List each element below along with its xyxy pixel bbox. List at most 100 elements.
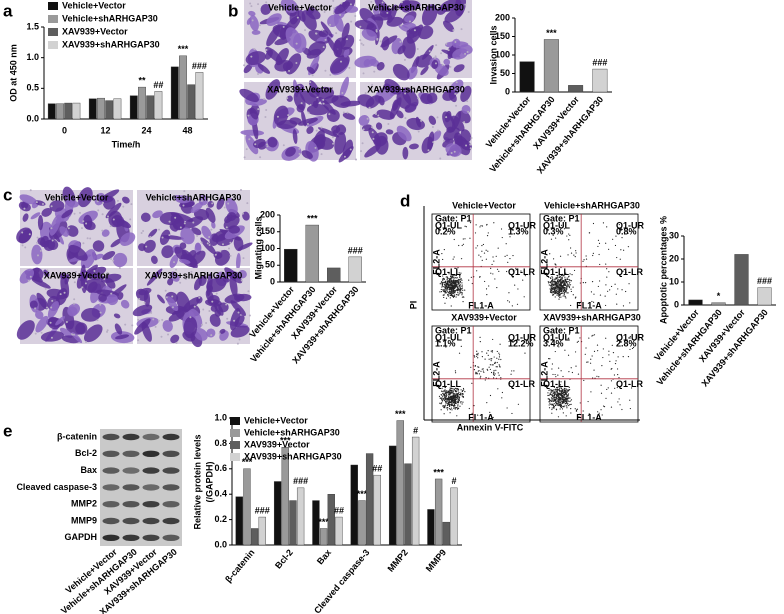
event bbox=[561, 283, 562, 284]
x-tick-label: β-catenin bbox=[223, 547, 256, 584]
event bbox=[463, 238, 464, 239]
event bbox=[444, 286, 445, 287]
event bbox=[549, 404, 550, 405]
pore bbox=[454, 151, 456, 153]
pore bbox=[363, 72, 365, 74]
quadrant: Q1-LR bbox=[616, 379, 644, 389]
event bbox=[454, 405, 455, 406]
event bbox=[452, 404, 453, 405]
pore bbox=[210, 229, 212, 231]
bar bbox=[251, 528, 258, 545]
event bbox=[458, 408, 459, 409]
event bbox=[484, 359, 485, 360]
event bbox=[517, 288, 518, 289]
pore bbox=[219, 250, 221, 252]
y-tick-label: 0 bbox=[505, 86, 510, 96]
event bbox=[559, 280, 560, 281]
y-tick-label: 1.0 bbox=[26, 52, 39, 62]
pore bbox=[194, 306, 196, 308]
event bbox=[554, 283, 555, 284]
event bbox=[453, 395, 454, 396]
event bbox=[570, 412, 571, 413]
event bbox=[571, 253, 572, 254]
event bbox=[611, 368, 612, 369]
event bbox=[597, 350, 598, 351]
event bbox=[476, 351, 477, 352]
event bbox=[555, 376, 556, 377]
event bbox=[568, 371, 569, 372]
event bbox=[462, 403, 463, 404]
event bbox=[468, 280, 469, 281]
event bbox=[488, 355, 489, 356]
event bbox=[600, 294, 601, 295]
event bbox=[616, 257, 617, 258]
event bbox=[559, 285, 560, 286]
pore bbox=[46, 307, 48, 309]
event bbox=[480, 377, 481, 378]
pore bbox=[400, 24, 402, 26]
pore bbox=[87, 237, 89, 239]
event bbox=[575, 256, 576, 257]
event bbox=[555, 288, 556, 289]
event bbox=[453, 291, 454, 292]
event bbox=[443, 286, 444, 287]
event bbox=[605, 338, 606, 339]
event bbox=[564, 289, 565, 290]
pore bbox=[226, 226, 228, 228]
event bbox=[587, 361, 588, 362]
event bbox=[477, 373, 478, 374]
band bbox=[163, 484, 180, 490]
event bbox=[442, 278, 443, 279]
event bbox=[609, 361, 610, 362]
bar bbox=[712, 303, 726, 305]
event bbox=[558, 281, 559, 282]
event bbox=[487, 235, 488, 236]
bar bbox=[520, 62, 535, 92]
pore bbox=[130, 203, 132, 205]
pore bbox=[124, 324, 126, 326]
event bbox=[486, 250, 487, 251]
event bbox=[569, 397, 570, 398]
event bbox=[560, 289, 561, 290]
event bbox=[605, 243, 606, 244]
event bbox=[555, 351, 556, 352]
event bbox=[615, 363, 616, 364]
event bbox=[445, 393, 446, 394]
event bbox=[448, 295, 449, 296]
event bbox=[577, 342, 578, 343]
pore bbox=[137, 319, 139, 321]
event bbox=[614, 374, 615, 375]
event bbox=[548, 282, 549, 283]
event bbox=[563, 397, 564, 398]
event bbox=[598, 240, 599, 241]
panel-letter: b bbox=[228, 1, 238, 20]
band bbox=[123, 434, 140, 440]
event bbox=[488, 285, 489, 286]
event bbox=[554, 392, 555, 393]
event bbox=[550, 291, 551, 292]
event bbox=[553, 401, 554, 402]
event bbox=[498, 247, 499, 248]
event bbox=[557, 285, 558, 286]
event bbox=[586, 255, 587, 256]
event bbox=[478, 370, 479, 371]
pore bbox=[244, 156, 246, 158]
event bbox=[456, 391, 457, 392]
event bbox=[461, 282, 462, 283]
pore bbox=[215, 254, 217, 256]
event bbox=[552, 295, 553, 296]
pore bbox=[443, 140, 445, 142]
event bbox=[560, 408, 561, 409]
event bbox=[566, 292, 567, 293]
event bbox=[475, 373, 476, 374]
event bbox=[454, 291, 455, 292]
event bbox=[480, 341, 481, 342]
event bbox=[569, 389, 570, 390]
event bbox=[453, 408, 454, 409]
event bbox=[462, 284, 463, 285]
band bbox=[103, 467, 120, 473]
event bbox=[605, 296, 606, 297]
pore bbox=[322, 99, 324, 101]
event bbox=[570, 289, 571, 290]
event bbox=[558, 416, 559, 417]
